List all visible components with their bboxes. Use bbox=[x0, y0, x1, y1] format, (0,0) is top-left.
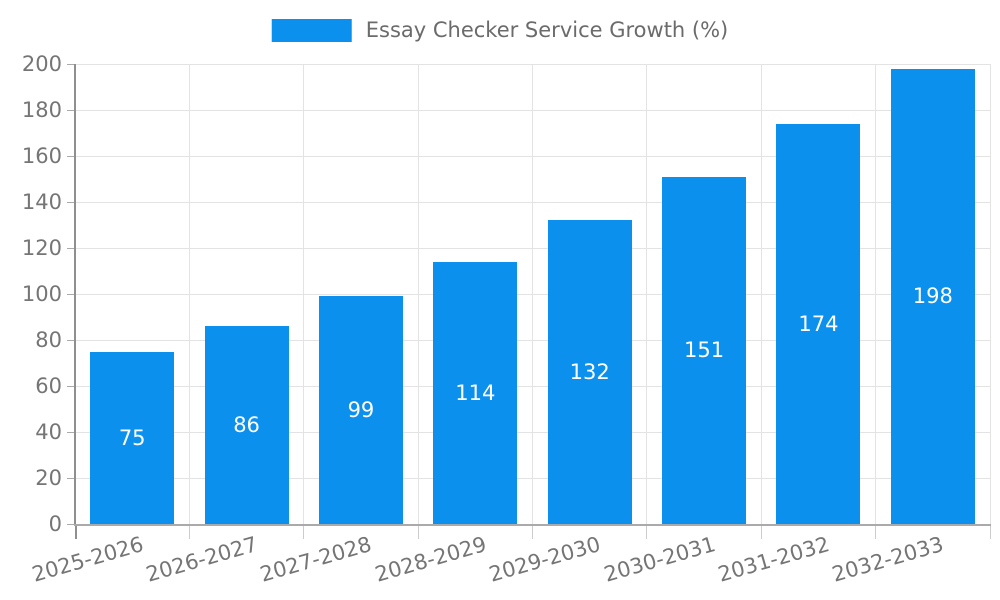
y-tick-label: 100 bbox=[21, 282, 62, 306]
bar: 151 bbox=[662, 176, 747, 524]
y-tick-label: 80 bbox=[35, 328, 62, 352]
x-tick-label: 2032-2033 bbox=[829, 532, 947, 587]
v-gridline bbox=[188, 64, 190, 524]
bar: 75 bbox=[90, 351, 175, 524]
y-tick-label: 160 bbox=[21, 144, 62, 168]
x-tick-label: 2025-2026 bbox=[29, 532, 146, 587]
y-axis-line bbox=[74, 64, 76, 524]
y-tick bbox=[67, 523, 74, 525]
bar-value-label: 132 bbox=[569, 360, 610, 385]
y-tick bbox=[67, 339, 74, 341]
v-gridline bbox=[875, 64, 877, 524]
y-tick-label: 0 bbox=[48, 512, 62, 536]
bar-value-label: 99 bbox=[347, 398, 375, 423]
x-tick bbox=[532, 524, 533, 539]
bar-value-label: 75 bbox=[118, 425, 146, 450]
bar: 99 bbox=[318, 296, 403, 524]
legend-swatch bbox=[271, 18, 352, 42]
bar: 114 bbox=[433, 261, 518, 524]
y-tick bbox=[67, 385, 74, 387]
v-gridline bbox=[760, 64, 762, 524]
x-tick-label: 2030-2031 bbox=[601, 532, 718, 587]
bar: 132 bbox=[547, 220, 632, 524]
x-tick bbox=[417, 524, 419, 539]
chart-legend: Essay Checker Service Growth (%) bbox=[271, 18, 729, 42]
y-tick bbox=[67, 477, 74, 479]
bar-value-label: 198 bbox=[912, 284, 953, 309]
y-tick-label: 120 bbox=[21, 236, 62, 260]
y-tick bbox=[67, 247, 74, 249]
bar-value-label: 174 bbox=[798, 311, 839, 336]
bar-value-label: 86 bbox=[233, 413, 260, 438]
bar: 174 bbox=[776, 123, 861, 524]
v-gridline bbox=[532, 64, 533, 524]
y-tick-label: 180 bbox=[21, 98, 62, 122]
v-gridline bbox=[989, 64, 991, 524]
y-tick bbox=[67, 155, 74, 157]
legend-label: Essay Checker Service Growth (%) bbox=[365, 18, 729, 42]
y-tick bbox=[67, 63, 74, 65]
y-tick bbox=[67, 293, 74, 295]
bar: 198 bbox=[890, 68, 975, 524]
x-tick-label: 2029-2030 bbox=[486, 532, 604, 587]
v-gridline bbox=[303, 64, 305, 524]
bar-value-label: 114 bbox=[455, 380, 496, 405]
x-tick bbox=[875, 524, 877, 539]
y-tick bbox=[67, 109, 74, 111]
y-tick-label: 60 bbox=[35, 374, 62, 398]
y-tick-label: 200 bbox=[21, 52, 62, 76]
x-tick bbox=[74, 524, 77, 539]
x-tick-label: 2031-2032 bbox=[715, 532, 833, 587]
x-tick-label: 2028-2029 bbox=[372, 532, 489, 587]
x-tick bbox=[760, 524, 762, 539]
bar-value-label: 151 bbox=[684, 338, 725, 363]
v-gridline bbox=[417, 64, 419, 524]
y-tick bbox=[67, 431, 74, 433]
x-tick-label: 2026-2027 bbox=[143, 532, 261, 587]
x-tick bbox=[188, 524, 190, 539]
x-tick bbox=[646, 524, 648, 539]
y-tick bbox=[67, 201, 74, 203]
y-tick-label: 140 bbox=[21, 190, 62, 214]
y-tick-label: 40 bbox=[35, 420, 62, 444]
x-tick bbox=[989, 524, 991, 539]
x-tick bbox=[303, 524, 305, 539]
v-gridline bbox=[646, 64, 648, 524]
x-tick-label: 2027-2028 bbox=[257, 532, 375, 587]
y-tick-label: 20 bbox=[35, 466, 62, 490]
x-axis-line bbox=[74, 524, 991, 526]
bar: 86 bbox=[204, 326, 289, 524]
